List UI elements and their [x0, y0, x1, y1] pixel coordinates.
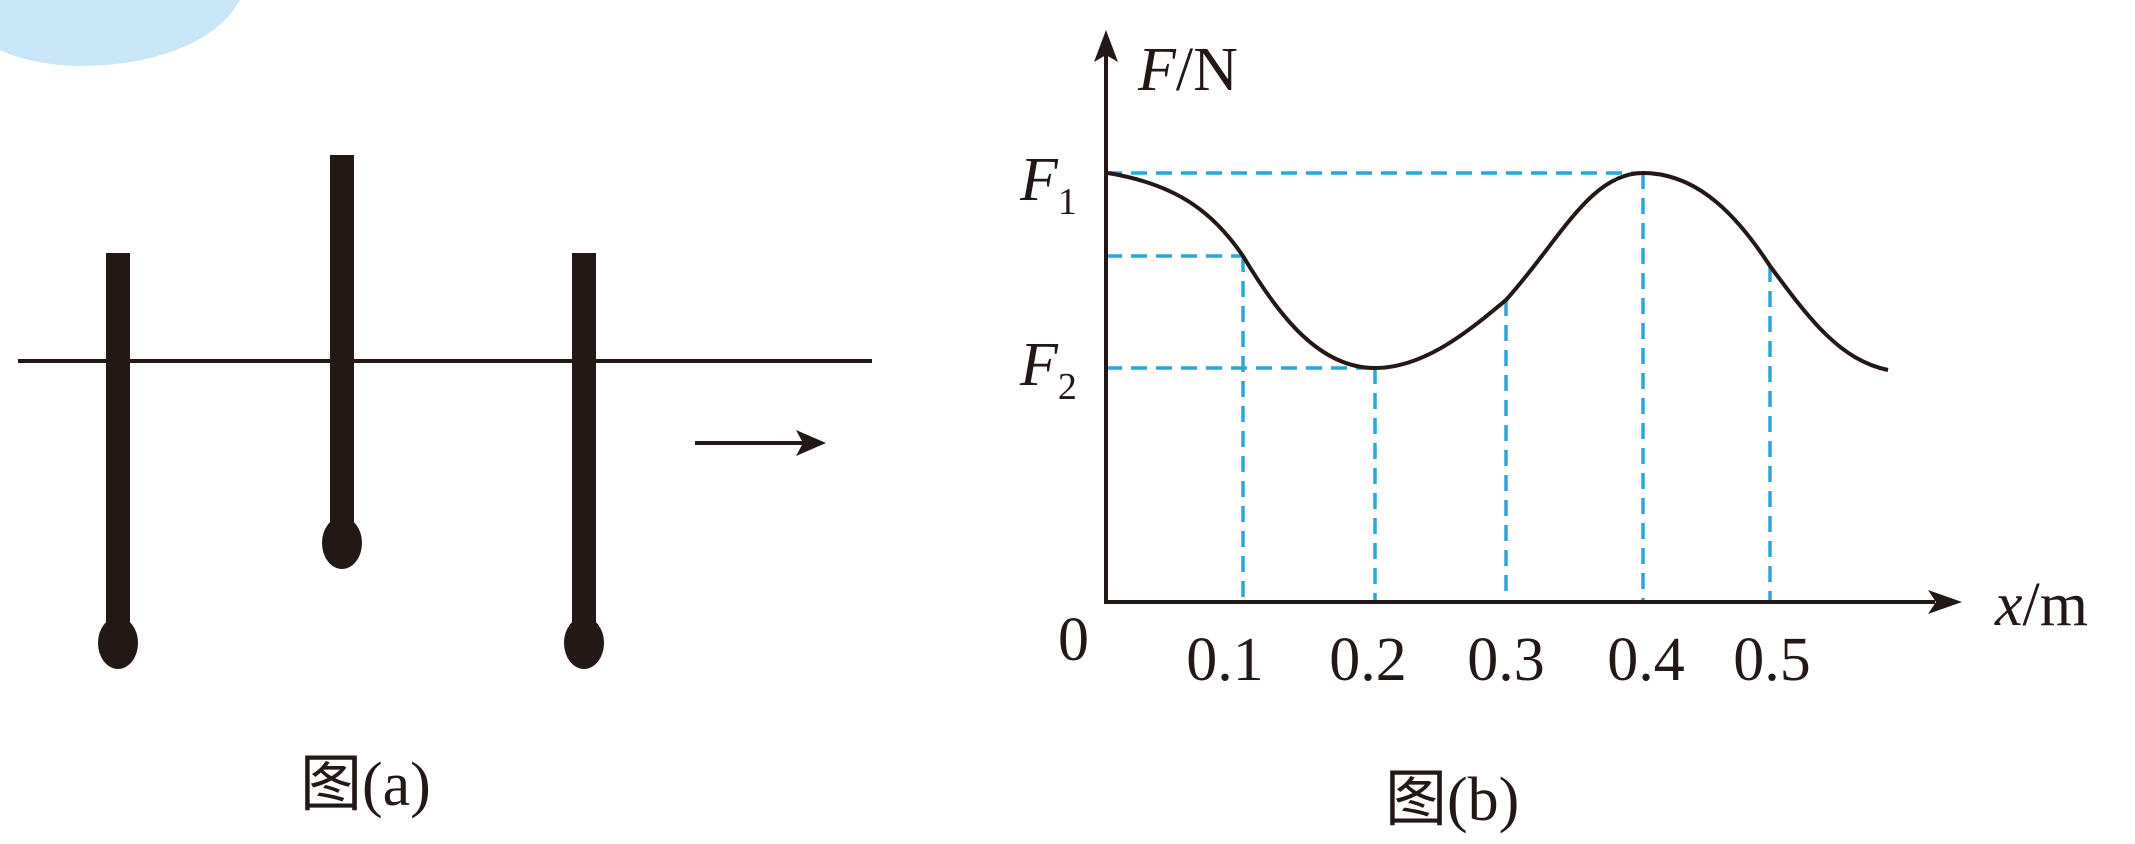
y-axis-label: F/N: [1137, 36, 1238, 104]
figure-a: 图(a): [18, 155, 872, 819]
x-tick-0-3: 0.3: [1467, 626, 1545, 694]
x-tick-0-1: 0.1: [1186, 626, 1264, 694]
f2-label-sub: 2: [1058, 366, 1077, 408]
figure-b: F/N F1 F2 0 0.1 0.2 0.3 0.4 0.5 x/m 图(b): [1019, 30, 2088, 834]
match-stick-right: [564, 253, 604, 669]
match-stick-middle: [322, 155, 362, 569]
origin-label: 0: [1058, 606, 1089, 674]
direction-arrow: [695, 430, 826, 456]
axes: [1094, 30, 1962, 614]
y-axis-unit: /N: [1176, 36, 1238, 104]
guide-lines: [1106, 171, 1772, 602]
x-tick-labels: 0.1 0.2 0.3 0.4 0.5: [1186, 626, 1811, 694]
decorative-blob: [0, 0, 240, 66]
f1-label: F1: [1019, 146, 1077, 223]
y-axis-arrowhead: [1094, 30, 1118, 62]
force-curve: [1107, 170, 1889, 372]
f2-label-main: F: [1019, 331, 1059, 399]
x-axis-unit: /m: [2023, 571, 2088, 639]
figure-a-caption: 图(a): [300, 751, 431, 819]
f1-label-main: F: [1019, 146, 1059, 214]
f1-label-sub: 1: [1058, 181, 1077, 223]
f2-label: F2: [1019, 331, 1077, 408]
x-axis-variable: x: [1994, 571, 2023, 639]
figure-b-caption: 图(b): [1385, 766, 1519, 834]
y-axis-variable: F: [1137, 36, 1177, 104]
x-tick-0-4: 0.4: [1607, 626, 1685, 694]
x-tick-0-2: 0.2: [1329, 626, 1407, 694]
x-tick-0-5: 0.5: [1733, 626, 1811, 694]
x-axis-label: x/m: [1994, 571, 2088, 639]
x-axis-arrowhead: [1928, 590, 1962, 614]
match-stick-left: [98, 253, 138, 669]
